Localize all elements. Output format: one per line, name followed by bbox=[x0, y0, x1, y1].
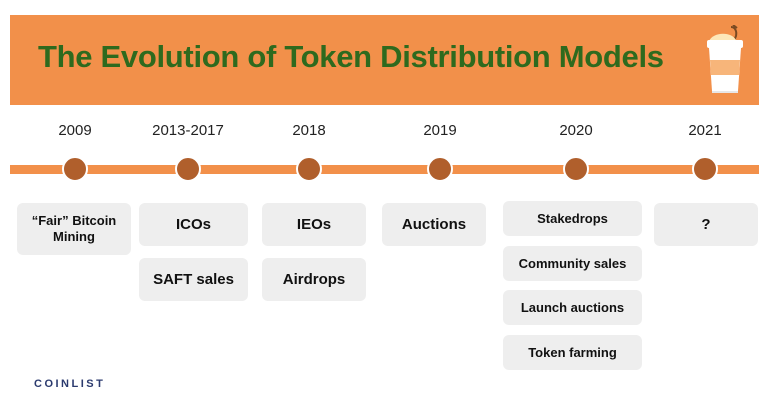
year-label: 2018 bbox=[292, 122, 326, 139]
year-label: 2019 bbox=[423, 122, 457, 139]
page-title: The Evolution of Token Distribution Mode… bbox=[38, 39, 664, 74]
year-label: 2020 bbox=[559, 122, 593, 139]
model-card: SAFT sales bbox=[139, 258, 248, 301]
timeline-line bbox=[10, 165, 759, 174]
model-card: Auctions bbox=[382, 203, 486, 246]
timeline-node bbox=[62, 156, 88, 182]
timeline-node bbox=[563, 156, 589, 182]
header-banner: The Evolution of Token Distribution Mode… bbox=[10, 15, 759, 105]
model-card: Airdrops bbox=[262, 258, 366, 301]
timeline-node bbox=[175, 156, 201, 182]
year-label: 2009 bbox=[58, 122, 92, 139]
model-card: Token farming bbox=[503, 335, 642, 370]
timeline-node bbox=[427, 156, 453, 182]
model-card: ICOs bbox=[139, 203, 248, 246]
model-card: ? bbox=[654, 203, 758, 246]
year-label: 2013-2017 bbox=[152, 122, 224, 139]
coffee-cup-icon bbox=[707, 25, 743, 93]
timeline-node bbox=[692, 156, 718, 182]
model-card: Stakedrops bbox=[503, 201, 642, 236]
model-card: Community sales bbox=[503, 246, 642, 281]
model-card: “Fair” Bitcoin Mining bbox=[17, 203, 131, 255]
coinlist-logo: COINLIST bbox=[34, 378, 106, 390]
model-card: Launch auctions bbox=[503, 290, 642, 325]
model-card: IEOs bbox=[262, 203, 366, 246]
year-label: 2021 bbox=[688, 122, 722, 139]
timeline-node bbox=[296, 156, 322, 182]
